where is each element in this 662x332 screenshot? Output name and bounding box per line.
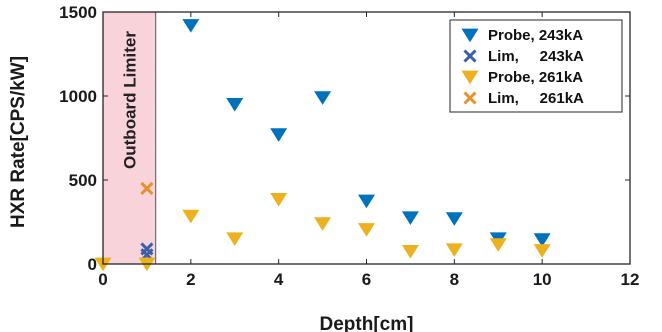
legend: Probe, 243kA Lim, 243kA Probe, 261kA Lim, 2… (449, 19, 623, 113)
y-tick-label: 1000 (59, 87, 97, 106)
data-point-series-3 (140, 181, 154, 195)
data-point-series-0 (270, 128, 288, 142)
x-tick-label: 2 (186, 270, 195, 289)
data-point-series-0 (445, 212, 463, 226)
legend-entry-label: Probe, 243kA (488, 27, 583, 44)
x-tick-label: 4 (274, 270, 284, 289)
data-point-series-0 (401, 211, 419, 226)
data-point-series-2 (358, 223, 375, 237)
x-axis-label: Depth[cm] (320, 314, 414, 332)
data-point-series-2 (182, 209, 200, 224)
y-tick-label: 500 (69, 171, 97, 190)
x-tick-label: 12 (621, 270, 640, 289)
data-point-series-0 (358, 194, 375, 209)
legend-entry-label: Lim, 243kA (488, 48, 584, 65)
data-point-series-2 (401, 245, 419, 259)
x-tick-label: 0 (98, 270, 107, 289)
data-point-series-0 (533, 233, 551, 247)
y-tick-label: 1500 (59, 3, 97, 22)
limiter-label: Outboard Limiter (120, 31, 139, 169)
legend-marker (461, 28, 479, 43)
data-point-series-2 (314, 217, 332, 231)
axis-ticks: 0 2 4 6 8 10 12 0 500 1000 1500 (59, 3, 639, 289)
legend-entry-label: Probe, 261kA (488, 69, 583, 86)
data-point-series-0 (182, 19, 200, 33)
y-tick-label: 0 (88, 255, 97, 274)
data-point-series-2 (489, 238, 507, 252)
legend-marker (463, 49, 477, 63)
legend-marker (463, 91, 477, 105)
data-point-series-0 (226, 98, 244, 112)
y-axis-label: HXR Rate[CPS/kW] (8, 56, 29, 228)
data-point-series-2 (445, 243, 463, 257)
legend-entry-label: Lim, 261kA (488, 90, 584, 107)
data-point-series-2 (226, 232, 244, 247)
data-point-series-2 (270, 192, 288, 207)
legend-marker (461, 70, 479, 85)
x-tick-label: 6 (362, 270, 371, 289)
data-point-series-2 (533, 244, 551, 258)
data-point-series-0 (314, 91, 332, 105)
limiter-region (102, 11, 157, 265)
x-tick-label: 10 (533, 270, 552, 289)
x-tick-label: 8 (450, 270, 459, 289)
legend-box (449, 19, 623, 113)
